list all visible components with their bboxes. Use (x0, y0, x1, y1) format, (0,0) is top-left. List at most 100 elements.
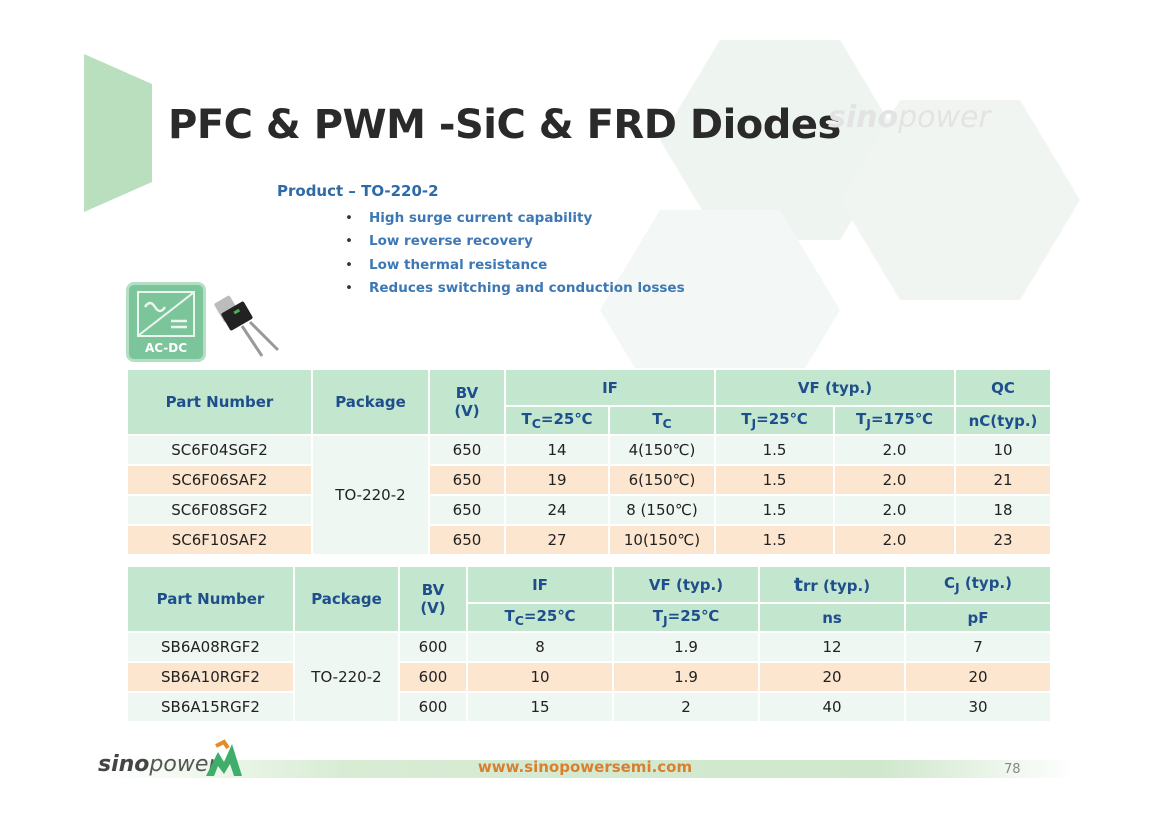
footer-logo-light: power (149, 752, 218, 777)
cell-qc: 18 (954, 494, 1053, 526)
cell-qc: 21 (954, 464, 1053, 496)
cell-part: SC6F10SAF2 (126, 524, 313, 556)
header-qc: QC (954, 368, 1053, 407)
cell-bv: 600 (398, 661, 468, 693)
cell-vf175: 2.0 (833, 494, 957, 526)
cell-part: SB6A15RGF2 (126, 691, 295, 723)
cell-vf: 2 (612, 691, 760, 723)
cell-if25: 27 (504, 524, 610, 556)
cell-cj: 7 (904, 631, 1052, 663)
table-row: SB6A08RGF2 TO-220-2 600 8 1.9 12 7 (126, 631, 1052, 723)
cell-bv: 650 (428, 494, 506, 526)
table-row: SC6F04SGF2 TO-220-2 650 14 4(150℃) 1.5 2… (126, 434, 1053, 556)
table-row: SB6A15RGF2 600 15 2 40 30 (126, 691, 1052, 723)
ac-dc-label: AC-DC (144, 341, 188, 355)
feature-text: High surge current capability (369, 210, 593, 226)
cell-vf: 1.9 (612, 631, 760, 663)
cell-if: 15 (466, 691, 614, 723)
page-title: PFC & PWM -SiC & FRD Diodes (168, 102, 841, 148)
header-trr-unit: ns (758, 602, 906, 633)
header-vf-tj25: TJ=25℃ (714, 405, 836, 436)
cell-vf175: 2.0 (833, 434, 957, 466)
feature-text: Low thermal resistance (369, 256, 548, 273)
cell-vf: 1.9 (612, 661, 760, 693)
header-qc-unit: nC(typ.) (954, 405, 1053, 436)
header-vf-tj25: TJ=25℃ (612, 602, 760, 633)
cell-vf25: 1.5 (714, 494, 836, 526)
cell-if: 8 (466, 631, 614, 663)
header-cj: CJ (typ.) (904, 565, 1052, 604)
cell-part: SC6F08SGF2 (126, 494, 313, 526)
cell-ifhot: 8 (150℃) (607, 494, 717, 526)
to220-package-icon (214, 295, 280, 357)
footer-logo: sinopower (98, 752, 217, 777)
header-vf: VF (typ.) (714, 368, 957, 407)
header-if-tc25: TC=25℃ (504, 405, 610, 436)
cell-vf25: 1.5 (714, 524, 836, 556)
feature-text: Reduces switching and conduction losses (369, 279, 685, 296)
feature-text: Low reverse recovery (369, 233, 533, 250)
cell-ifhot: 10(150℃) (607, 524, 717, 556)
header-trr: trr (typ.) (758, 565, 906, 604)
background-hexagons (600, 40, 1080, 410)
table-row: SC6F10SAF2 650 27 10(150℃) 1.5 2.0 23 (126, 524, 1053, 556)
table-header-row: Part Number Package BV (V) IF VF (typ.) Q… (126, 368, 1053, 436)
frd-diode-table: Part Number Package BV (V) IF VF (typ.) t… (126, 565, 1052, 723)
header-cj-unit: pF (904, 602, 1052, 633)
header-vf: VF (typ.) (612, 565, 760, 604)
table-header-row: Part Number Package BV (V) IF VF (typ.) t… (126, 565, 1052, 633)
cell-qc: 23 (954, 524, 1053, 556)
watermark-bold: sino (828, 100, 899, 135)
header-package: Package (311, 368, 430, 436)
cell-vf25: 1.5 (714, 464, 836, 496)
feature-item: • High surge current capability (345, 210, 593, 226)
header-if-tc: TC (607, 405, 717, 436)
feature-list: • High surge current capability • Low reve… (345, 208, 685, 301)
cell-part: SC6F04SGF2 (126, 434, 313, 466)
brand-watermark: sinopower (828, 100, 991, 135)
cell-trr: 40 (758, 691, 906, 723)
cell-package: TO-220-2 (293, 631, 400, 723)
cell-bv: 650 (428, 434, 506, 466)
header-if-tc25: TC=25℃ (466, 602, 614, 633)
feature-item: • Low thermal resistance (345, 256, 548, 273)
cell-cj: 20 (904, 661, 1052, 693)
watermark-light: power (898, 100, 991, 135)
green-tab-shape (84, 54, 152, 212)
cell-vf175: 2.0 (833, 464, 957, 496)
header-bv: BV (V) (428, 368, 506, 436)
cell-if: 10 (466, 661, 614, 693)
cell-part: SC6F06SAF2 (126, 464, 313, 496)
cell-part: SB6A10RGF2 (126, 661, 295, 693)
header-package: Package (293, 565, 400, 633)
table-row: SB6A10RGF2 600 10 1.9 20 20 (126, 661, 1052, 693)
ac-dc-symbol (137, 291, 195, 337)
header-part-number: Part Number (126, 565, 295, 633)
header-vf-tj175: TJ=175℃ (833, 405, 957, 436)
footer-logo-bold: sino (98, 752, 150, 777)
cell-bv: 600 (398, 631, 468, 663)
cell-vf175: 2.0 (833, 524, 957, 556)
cell-cj: 30 (904, 691, 1052, 723)
cell-bv: 650 (428, 524, 506, 556)
sinopower-logo-icon (206, 739, 242, 776)
feature-item: • Reduces switching and conduction losses (345, 279, 685, 296)
cell-part: SB6A08RGF2 (126, 631, 295, 663)
cell-vf25: 1.5 (714, 434, 836, 466)
sic-diode-table: Part Number Package BV (V) IF VF (typ.) Q… (126, 368, 1053, 556)
cell-if25: 14 (504, 434, 610, 466)
cell-bv: 650 (428, 464, 506, 496)
table-row: SC6F06SAF2 650 19 6(150℃) 1.5 2.0 21 (126, 464, 1053, 496)
table-subheader-row: TC=25℃ TC TJ=25℃ TJ=175℃ nC(typ.) (127, 405, 1053, 436)
cell-trr: 20 (758, 661, 906, 693)
converter-symbol-icon (138, 292, 194, 336)
header-bv: BV (V) (398, 565, 468, 633)
product-heading: Product – TO-220-2 (277, 182, 439, 200)
cell-if25: 19 (504, 464, 610, 496)
website-link[interactable]: www.sinopowersemi.com (477, 758, 693, 776)
cell-package: TO-220-2 (311, 434, 430, 556)
ac-dc-icon: AC-DC (126, 282, 206, 362)
cell-trr: 12 (758, 631, 906, 663)
header-if: IF (503, 368, 717, 407)
cell-qc: 10 (954, 434, 1053, 466)
